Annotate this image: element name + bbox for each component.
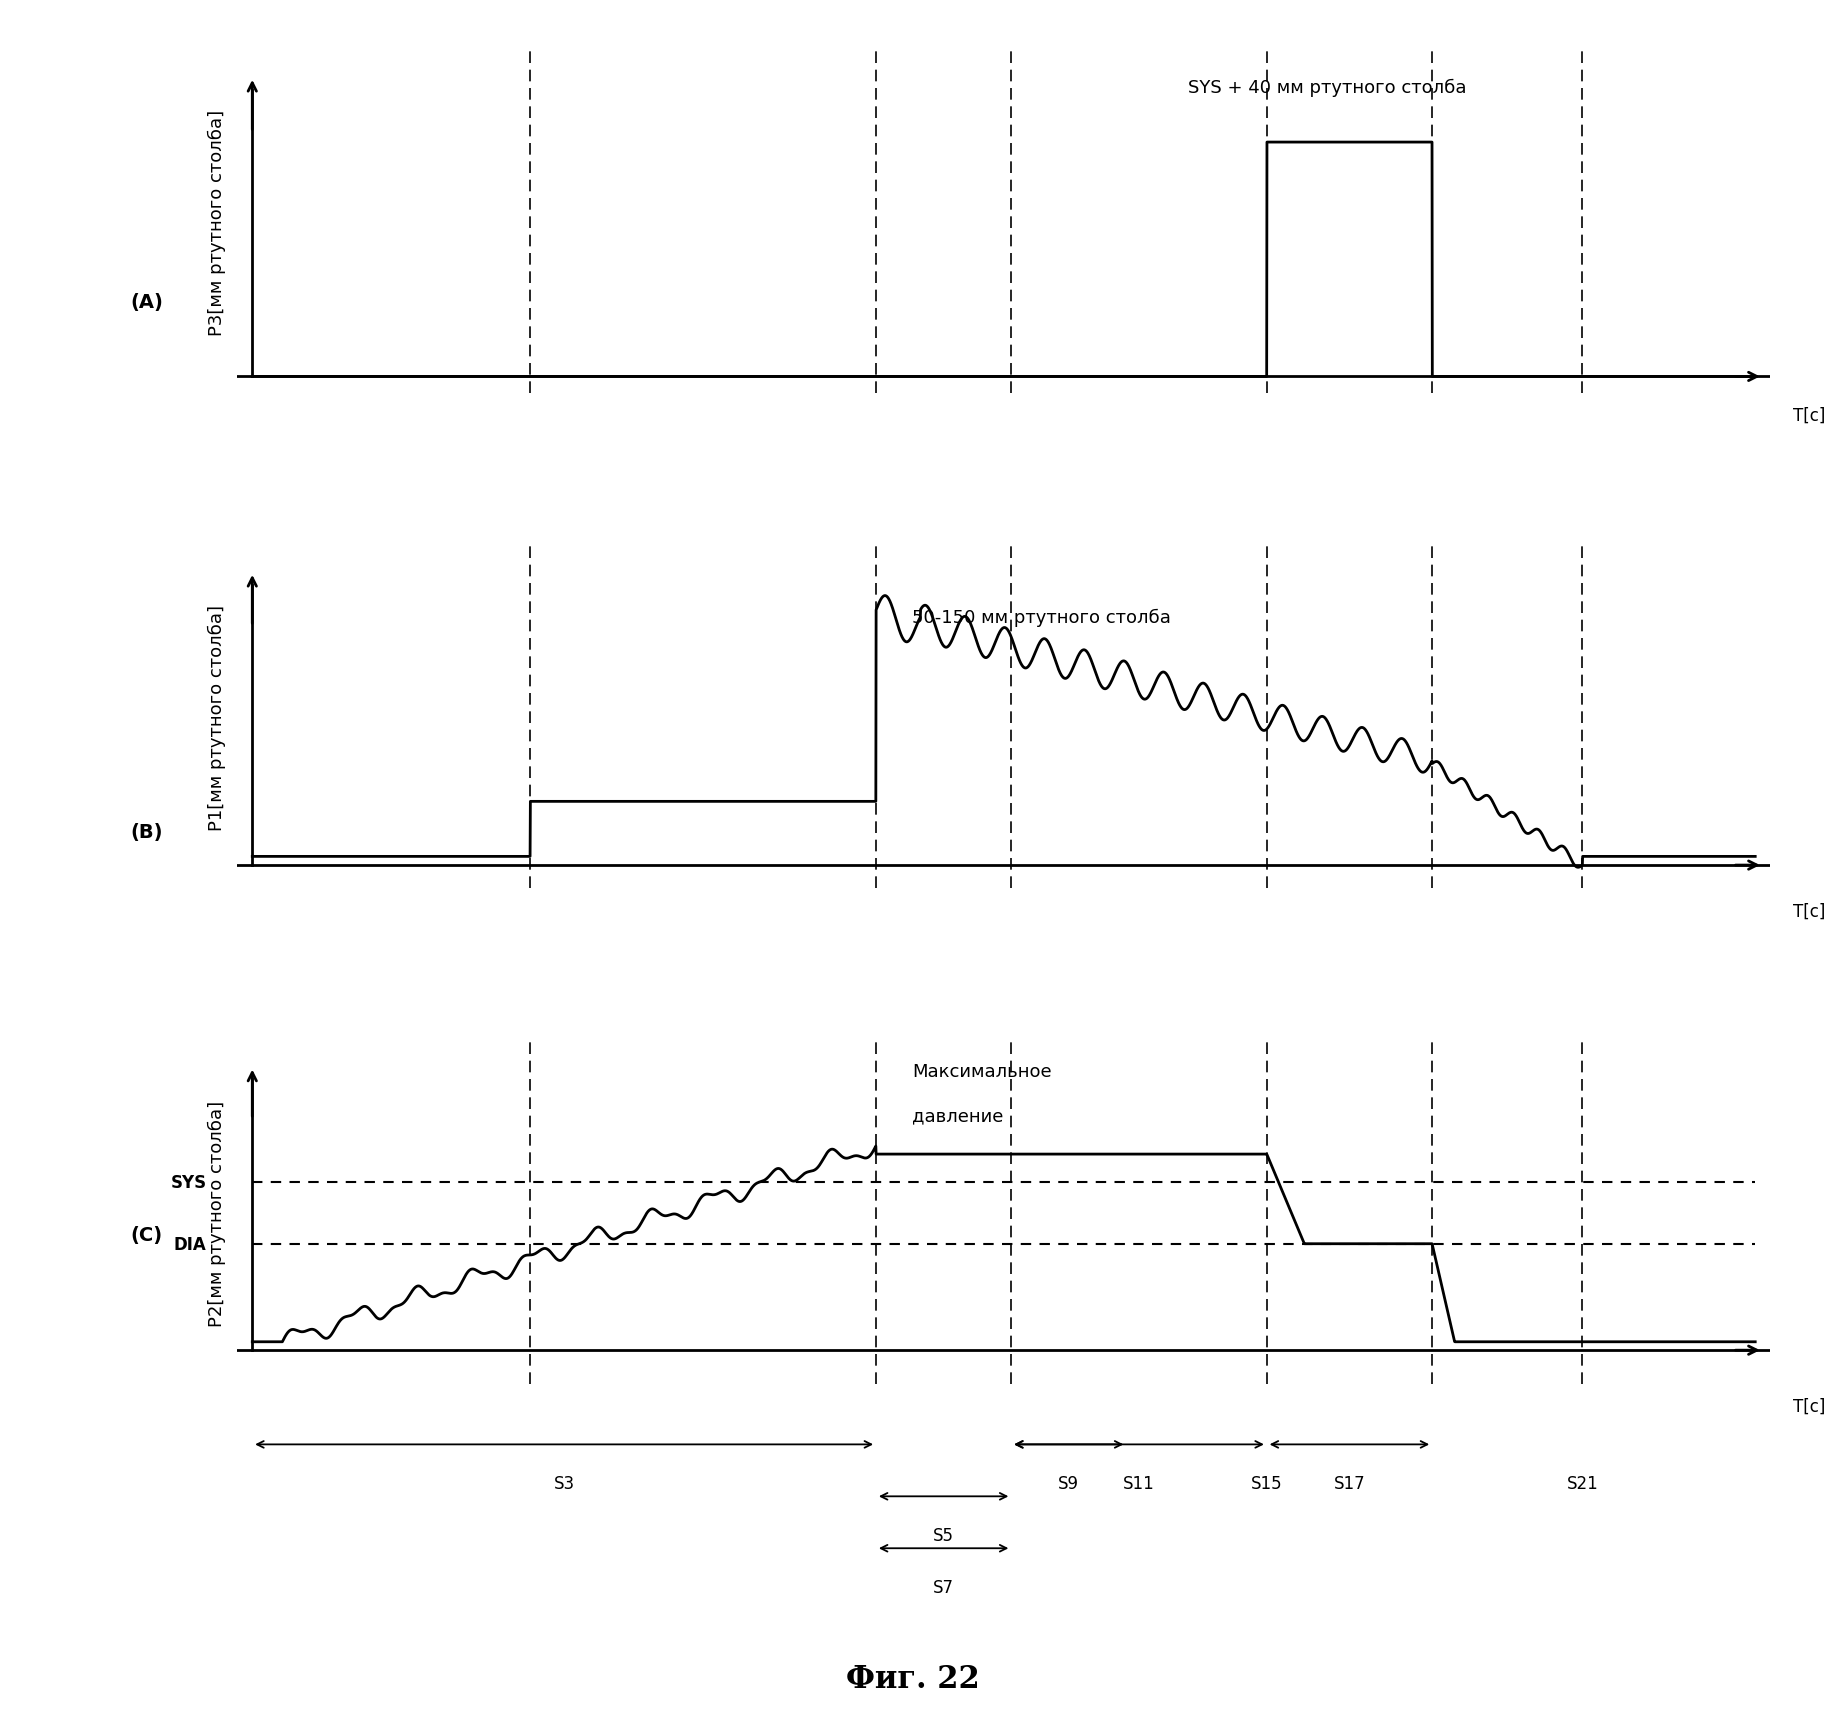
Text: (С): (С) (130, 1225, 162, 1244)
Text: SYS + 40 мм ртутного столба: SYS + 40 мм ртутного столба (1188, 78, 1465, 97)
Y-axis label: Ρ1[мм ртутного столба]: Ρ1[мм ртутного столба] (208, 606, 226, 830)
Text: (A): (A) (130, 292, 162, 311)
Text: S15: S15 (1250, 1474, 1283, 1491)
Text: S3: S3 (553, 1474, 575, 1491)
Text: S21: S21 (1566, 1474, 1599, 1491)
Text: S11: S11 (1122, 1474, 1155, 1491)
Text: S17: S17 (1334, 1474, 1365, 1491)
Text: Максимальное: Максимальное (912, 1062, 1051, 1081)
Text: T[с]: T[с] (1794, 407, 1825, 426)
Text: давление: давление (912, 1107, 1004, 1124)
Y-axis label: Ρ3[мм ртутного столба]: Ρ3[мм ртутного столба] (208, 109, 226, 336)
Text: (В): (В) (130, 822, 162, 841)
Text: DIA: DIA (173, 1235, 206, 1253)
Y-axis label: Ρ2[мм ртутного столба]: Ρ2[мм ртутного столба] (208, 1100, 226, 1327)
Text: S9: S9 (1058, 1474, 1079, 1491)
Text: S7: S7 (933, 1578, 954, 1595)
Text: SYS: SYS (170, 1173, 206, 1192)
Text: T[с]: T[с] (1794, 901, 1825, 920)
Text: T[с]: T[с] (1794, 1398, 1825, 1415)
Text: Фиг. 22: Фиг. 22 (845, 1663, 980, 1694)
Text: S5: S5 (933, 1526, 954, 1543)
Text: 50-150 мм ртутного столба: 50-150 мм ртутного столба (912, 607, 1170, 626)
